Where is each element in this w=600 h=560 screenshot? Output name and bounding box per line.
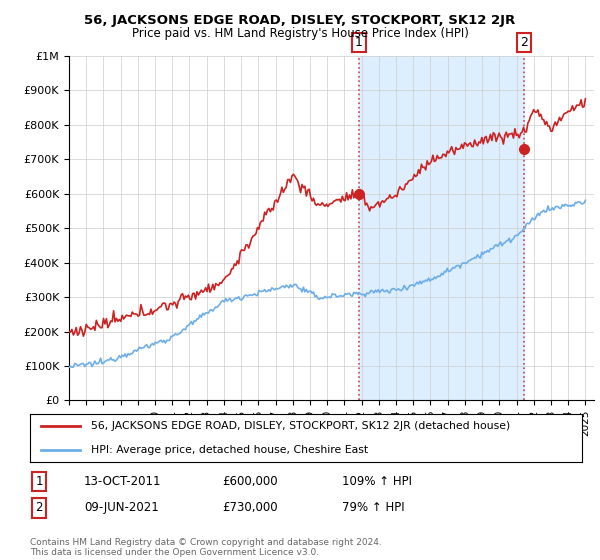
Text: 109% ↑ HPI: 109% ↑ HPI [342,475,412,488]
Text: 1: 1 [355,36,362,49]
Text: 56, JACKSONS EDGE ROAD, DISLEY, STOCKPORT, SK12 2JR: 56, JACKSONS EDGE ROAD, DISLEY, STOCKPOR… [85,14,515,27]
Text: 56, JACKSONS EDGE ROAD, DISLEY, STOCKPORT, SK12 2JR (detached house): 56, JACKSONS EDGE ROAD, DISLEY, STOCKPOR… [91,421,510,431]
Text: Price paid vs. HM Land Registry's House Price Index (HPI): Price paid vs. HM Land Registry's House … [131,27,469,40]
Text: 2: 2 [520,36,528,49]
Text: HPI: Average price, detached house, Cheshire East: HPI: Average price, detached house, Ches… [91,445,368,455]
Text: 2: 2 [35,501,43,515]
Bar [359,56,524,400]
Text: 13-OCT-2011: 13-OCT-2011 [84,475,161,488]
Text: £730,000: £730,000 [222,501,278,515]
Text: 09-JUN-2021: 09-JUN-2021 [84,501,159,515]
Text: 79% ↑ HPI: 79% ↑ HPI [342,501,404,515]
Text: Contains HM Land Registry data © Crown copyright and database right 2024.
This d: Contains HM Land Registry data © Crown c… [30,538,382,557]
Text: £600,000: £600,000 [222,475,278,488]
Text: 1: 1 [35,475,43,488]
